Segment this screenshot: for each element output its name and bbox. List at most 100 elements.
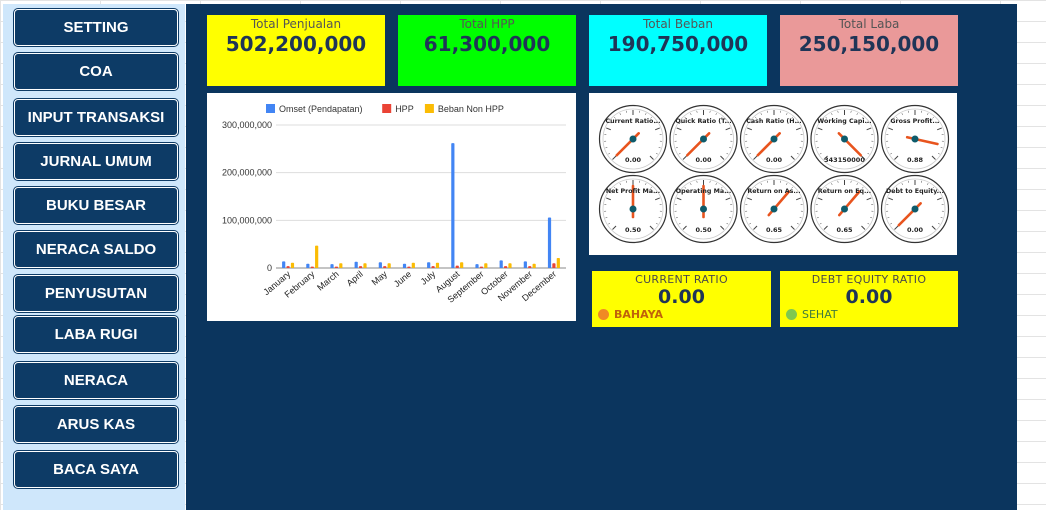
gauge-tick: [654, 197, 660, 201]
gauge-tick: [725, 121, 728, 124]
menu-button-buku-besar[interactable]: BUKU BESAR: [14, 187, 178, 224]
gauge-tick: [749, 222, 752, 225]
gauge-tick: [682, 225, 687, 230]
gauge-title: Quick Ratio (T...: [675, 118, 731, 125]
gauge-hub: [841, 135, 848, 143]
gauge-hub: [629, 205, 637, 213]
gauge-tick: [649, 155, 654, 160]
kpi-card-total-hpp: Total HPP 61,300,000: [398, 15, 576, 86]
menu-button-jurnal-umum[interactable]: JURNAL UMUM: [14, 143, 178, 180]
menu-button-input-transaksi[interactable]: INPUT TRANSAKSI: [14, 99, 178, 136]
menu-button-neraca-saldo[interactable]: NERACA SALDO: [14, 231, 178, 268]
y-tick-label: 100,000,000: [222, 215, 272, 225]
legend-swatch: [424, 104, 434, 113]
bar-hpp: [334, 266, 339, 268]
gauge-tick: [940, 147, 943, 149]
gauge-tick: [609, 191, 612, 194]
menu-button-baca-saya[interactable]: BACA SAYA: [14, 451, 178, 488]
status-dot-icon: [598, 309, 609, 320]
gauge-tick: [655, 222, 658, 225]
gauge-title: Net Profit Ma...: [606, 188, 660, 195]
gauge-hub: [770, 135, 778, 143]
monthly-bar-chart-panel: 0 100,000,000 200,000,000 300,000,000 Januar…: [207, 93, 576, 321]
gauge-value: 0.88: [907, 156, 924, 164]
gauge-tick: [679, 121, 682, 124]
menu-label: SETTING: [63, 19, 129, 36]
menu-label: PENYUSUTAN: [44, 285, 148, 302]
gauge-tick: [867, 152, 870, 155]
gauge-tick: [715, 113, 717, 116]
financial-ratio-gauges: Current Ratio... 0.00 Quick Ratio (T... 0.0…: [598, 104, 950, 244]
gauge-tick: [856, 113, 858, 116]
y-tick-label: 0: [267, 263, 272, 273]
gauge-tick: [799, 217, 802, 219]
debt-equity-ratio-status: SEHAT: [786, 308, 838, 321]
sidebar: SETTING COA INPUT TRANSAKSI JURNAL UMUM …: [3, 4, 185, 510]
kpi-label: Total HPP: [459, 17, 515, 31]
kpi-label: Total Laba: [838, 17, 900, 31]
gauge-tick: [890, 152, 893, 155]
gauge-tick: [675, 217, 678, 219]
gauge-value: 0.50: [695, 226, 712, 234]
gauge: Net Profit Ma... 0.50: [598, 174, 668, 244]
gauge-title: Current Ratio...: [605, 118, 660, 125]
gauge-hub: [911, 135, 919, 143]
gauge-tick: [817, 127, 823, 131]
kpi-value: 61,300,000: [423, 32, 551, 56]
gauge-tick: [890, 222, 893, 225]
debt-equity-ratio-label: DEBT EQUITY RATIO: [811, 273, 927, 286]
kpi-value: 502,200,000: [225, 32, 367, 56]
kpi-card-total-beban: Total Beban 190,750,000: [589, 15, 767, 86]
gauge-value: 0.00: [907, 226, 924, 234]
gauge-tick: [676, 197, 682, 201]
gauge-tick: [654, 191, 657, 194]
gauge-tick: [786, 183, 788, 186]
gauge-tick: [684, 116, 687, 119]
bar-hpp: [286, 266, 290, 268]
gauge-tick: [861, 225, 866, 230]
kpi-label: Total Beban: [642, 17, 714, 31]
gauge-tick: [605, 217, 608, 219]
gauge-tick: [937, 222, 940, 225]
x-tick-label: May: [370, 269, 390, 288]
menu-button-neraca[interactable]: NERACA: [14, 362, 178, 399]
gauge-tick: [823, 225, 828, 230]
menu-button-penyusutan[interactable]: PENYUSUTAN: [14, 275, 178, 312]
bar-hpp: [528, 266, 532, 268]
current-ratio-status: BAHAYA: [598, 308, 663, 321]
gauge-title: Operating Ma...: [676, 188, 732, 195]
menu-label: COA: [79, 63, 113, 80]
gauge: Return on As... 0.65: [739, 174, 809, 244]
gauge-tick: [931, 225, 936, 230]
gauge-tick: [861, 186, 864, 189]
gauge-tick: [790, 155, 795, 160]
gauge-tick: [825, 186, 828, 189]
gauge-tick: [753, 155, 758, 160]
menu-button-laba-rugi[interactable]: LABA RUGI: [14, 316, 178, 353]
gauge-tick: [786, 113, 788, 116]
gauge-tick: [901, 183, 903, 186]
gauge-title: Gross Profit...: [890, 118, 939, 125]
bar-beban-non-hpp: [556, 257, 560, 268]
gauge-tick: [619, 183, 621, 186]
gauge-hub: [770, 205, 778, 213]
menu-button-arus-kas[interactable]: ARUS KAS: [14, 406, 178, 443]
legend-label: Beban Non HPP: [438, 104, 504, 114]
gauge-hub: [629, 135, 637, 143]
bar-beban-non-hpp: [508, 263, 512, 268]
gauge-tick: [682, 155, 687, 160]
gauge-tick: [819, 222, 822, 225]
gauge-tick: [606, 127, 612, 131]
kpi-label: Total Penjualan: [250, 17, 342, 31]
gauge-tick: [790, 225, 795, 230]
gauge: Current Ratio... 0.00: [598, 104, 668, 174]
bar-beban-non-hpp: [290, 262, 295, 268]
menu-button-coa[interactable]: COA: [14, 53, 178, 90]
menu-button-setting[interactable]: SETTING: [14, 9, 178, 46]
gauge-tick: [760, 183, 762, 186]
gauge-tick: [655, 152, 658, 155]
bar-hpp: [310, 266, 314, 268]
status-dot-icon: [786, 309, 797, 320]
gauge-hub: [911, 205, 919, 213]
gauge-title: Debt to Equity...: [886, 188, 944, 195]
